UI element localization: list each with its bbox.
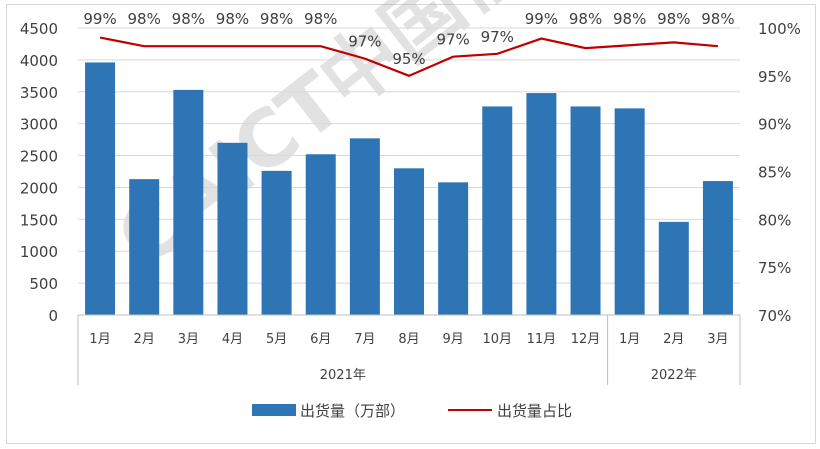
bar	[217, 142, 248, 315]
bar	[614, 108, 645, 315]
bar	[570, 106, 601, 316]
right-tick-label: 80%	[758, 211, 791, 229]
share-data-label: 98%	[216, 10, 249, 28]
legend-bar-label: 出货量（万部）	[300, 402, 405, 420]
category-label: 3月	[707, 332, 728, 347]
category-label: 3月	[178, 332, 199, 347]
share-data-label: 99%	[525, 10, 558, 28]
legend-bar-swatch	[252, 404, 296, 416]
bar	[482, 106, 513, 316]
bar	[438, 182, 469, 315]
bar	[349, 138, 380, 315]
chart-frame	[6, 4, 816, 444]
category-label: 7月	[354, 332, 375, 347]
left-tick-label: 0	[48, 307, 58, 325]
share-data-label: 98%	[569, 10, 602, 28]
category-label: 1月	[89, 332, 110, 347]
right-tick-label: 90%	[758, 116, 791, 134]
bar	[394, 168, 424, 315]
left-tick-label: 4000	[20, 52, 58, 70]
category-label: 1月	[619, 332, 640, 347]
category-label: 10月	[482, 332, 512, 347]
share-data-label: 98%	[304, 10, 337, 28]
share-data-label: 98%	[701, 10, 734, 28]
left-tick-label: 500	[29, 275, 58, 293]
category-label: 4月	[222, 332, 243, 347]
share-data-label: 98%	[657, 10, 690, 28]
right-tick-label: 95%	[758, 68, 791, 86]
bar	[129, 179, 160, 315]
bar	[658, 221, 689, 315]
share-data-label: 98%	[172, 10, 205, 28]
category-label: 6月	[310, 332, 331, 347]
share-data-label: 97%	[436, 31, 469, 49]
category-label: 11月	[527, 332, 557, 347]
share-data-label: 95%	[392, 50, 425, 68]
share-data-label: 98%	[260, 10, 293, 28]
left-tick-label: 2500	[20, 148, 58, 166]
bar	[305, 154, 336, 315]
category-label: 12月	[571, 332, 601, 347]
share-data-label: 97%	[481, 28, 514, 46]
right-tick-label: 70%	[758, 307, 791, 325]
left-tick-label: 1500	[20, 211, 58, 229]
legend-line-label: 出货量占比	[497, 402, 572, 420]
right-tick-label: 75%	[758, 259, 791, 277]
bar	[85, 62, 116, 315]
left-tick-label: 4500	[20, 20, 58, 38]
right-tick-label: 85%	[758, 164, 791, 182]
bar	[526, 93, 557, 315]
bar	[261, 170, 292, 315]
category-label: 8月	[398, 332, 419, 347]
left-tick-label: 1000	[20, 243, 58, 261]
category-label: 9月	[442, 332, 463, 347]
share-data-label: 99%	[83, 10, 116, 28]
category-label: 2月	[134, 332, 155, 347]
group-label: 2022年	[651, 368, 697, 383]
category-label: 5月	[266, 332, 287, 347]
share-data-label: 98%	[613, 10, 646, 28]
share-line	[99, 36, 719, 78]
bar	[173, 89, 204, 315]
category-label: 2月	[663, 332, 684, 347]
group-label: 2021年	[320, 368, 366, 383]
left-tick-label: 3000	[20, 116, 58, 134]
bar	[702, 181, 733, 315]
share-data-label: 97%	[348, 33, 381, 51]
left-tick-label: 2000	[20, 179, 58, 197]
share-data-label: 98%	[128, 10, 161, 28]
right-tick-label: 100%	[758, 20, 801, 38]
left-tick-label: 3500	[20, 84, 58, 102]
